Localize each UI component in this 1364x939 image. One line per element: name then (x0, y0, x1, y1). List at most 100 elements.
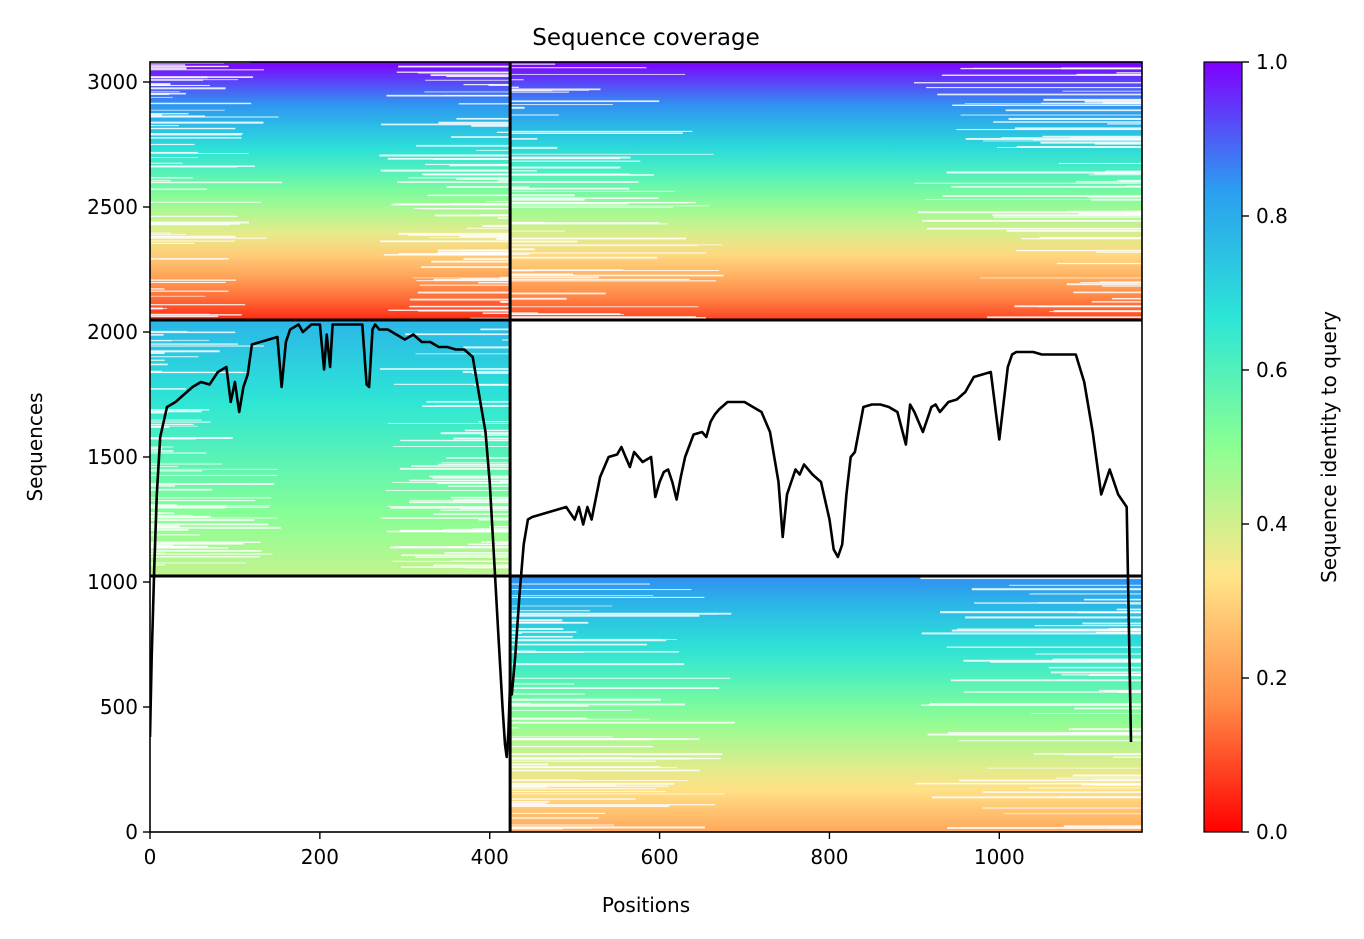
gap-streak (510, 619, 563, 622)
gap-streak (150, 500, 256, 502)
gap-streak (473, 384, 511, 386)
gap-streak (510, 205, 710, 207)
gap-streak (150, 177, 193, 179)
gap-streak (425, 163, 511, 166)
gap-streak (964, 103, 1142, 105)
gap-streak (1056, 262, 1142, 265)
gap-streak (150, 523, 269, 526)
gap-streak (510, 610, 590, 612)
gap-streak (431, 260, 511, 263)
gap-streak (510, 253, 530, 255)
gap-streak (1116, 72, 1142, 74)
gap-streak (500, 301, 511, 303)
gap-streak (471, 125, 511, 127)
gap-streak (150, 313, 210, 315)
gap-streak (1083, 598, 1142, 601)
gap-streak (150, 556, 260, 558)
gap-streak (449, 164, 511, 167)
gap-streak (965, 616, 1142, 619)
gap-streak (1056, 777, 1142, 779)
gap-streak (433, 513, 511, 515)
gap-streaks (150, 62, 1142, 830)
gap-streak (150, 76, 208, 79)
gap-streak (444, 552, 511, 554)
gap-streak (510, 753, 718, 755)
gap-streak (150, 534, 200, 536)
gap-streak (1058, 796, 1142, 798)
gap-streak (481, 541, 511, 543)
gap-streak (150, 115, 206, 118)
gap-streak (394, 383, 511, 385)
gap-streak (150, 137, 242, 139)
gap-streak (150, 474, 278, 476)
gap-streak (437, 482, 511, 485)
gap-streak (150, 79, 204, 81)
gap-streak (1042, 135, 1142, 138)
gap-streak (986, 767, 1142, 769)
gap-streak (421, 266, 511, 269)
gap-streak (150, 340, 172, 342)
gap-streak (510, 199, 585, 201)
gap-streak (451, 136, 511, 138)
gap-streak (510, 663, 685, 666)
gap-streak (150, 84, 210, 87)
gap-streak (478, 518, 511, 521)
chart-title: Sequence coverage (532, 25, 760, 51)
gap-streak (150, 541, 261, 544)
gap-streak (150, 497, 272, 499)
gap-streak (1052, 658, 1142, 661)
gap-streak (510, 596, 705, 598)
gap-streak (1068, 728, 1142, 731)
gap-streak (926, 227, 1142, 230)
gap-streak (980, 277, 1142, 279)
gap-streak (499, 276, 511, 279)
gap-streak (401, 554, 511, 557)
gap-streak (510, 240, 578, 243)
coverage-heatmap (150, 62, 1142, 832)
gap-streak (1094, 142, 1142, 145)
gap-streak (482, 312, 511, 315)
gap-streak (510, 702, 531, 705)
gap-streak (510, 785, 548, 788)
gap-streak (510, 248, 535, 251)
gap-streak (396, 71, 511, 73)
gap-streak (432, 477, 511, 479)
gap-streak (1006, 229, 1142, 232)
gap-streak (150, 153, 249, 154)
gap-streak (434, 214, 511, 217)
gap-streak (150, 96, 173, 98)
gap-streak (510, 780, 689, 781)
gap-streak (392, 481, 511, 483)
gap-streak (150, 514, 193, 516)
colorbar: 0.0 0.2 0.4 0.6 0.8 1.0 Sequence identity to … (1203, 50, 1341, 844)
gap-streak (459, 235, 511, 238)
gap-streak (1009, 220, 1142, 221)
gap-streak (990, 660, 1142, 663)
gap-streak (1099, 689, 1142, 692)
gap-streak (150, 279, 237, 281)
gap-streak (510, 804, 716, 806)
gap-streak (510, 156, 631, 159)
gap-streak (963, 691, 1142, 693)
gap-streak (1028, 787, 1142, 789)
gap-streak (1053, 310, 1142, 313)
gap-streak (1084, 100, 1142, 103)
gap-streak (510, 166, 621, 169)
gap-streak (150, 425, 170, 428)
gap-streak (446, 186, 511, 188)
gap-streak (429, 237, 511, 239)
gap-streak (150, 290, 229, 292)
gap-streak (150, 232, 171, 234)
gap-streak (427, 194, 511, 197)
gap-streak (510, 186, 530, 189)
gap-streak (497, 217, 511, 219)
gap-streak (426, 400, 511, 403)
gap-streak (510, 687, 720, 690)
gap-streak (398, 65, 511, 68)
gap-streak (429, 475, 511, 478)
gap-streak (497, 180, 511, 181)
gap-streak (393, 203, 511, 206)
gap-streak (380, 169, 511, 172)
gap-streak (510, 745, 653, 748)
gap-streak (150, 288, 165, 290)
